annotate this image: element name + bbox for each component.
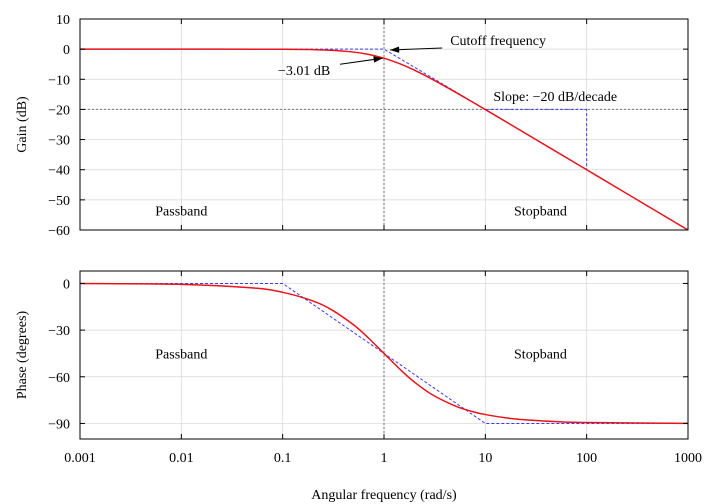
gain-series-magnitude <box>80 48 688 230</box>
x-tick-label: 1000 <box>674 451 702 466</box>
phase-panel: 0 −30 −60 −90 0.001 0.01 0.1 1 10 100 1000 Phase (d… <box>15 270 702 466</box>
x-tick-label: 0.1 <box>274 451 292 466</box>
y-tick-label: −30 <box>48 134 70 149</box>
annotation-arrowhead-minus3db <box>373 56 383 63</box>
phase-series-phase <box>80 282 688 425</box>
y-tick-label: −60 <box>48 224 70 239</box>
x-tick-label: 0.001 <box>64 451 96 466</box>
y-tick-label: −10 <box>48 73 70 88</box>
y-tick-label: 0 <box>63 43 70 58</box>
y-tick-label: −50 <box>48 194 70 209</box>
region-label-stopband: Stopband <box>514 347 567 362</box>
y-tick-label: −60 <box>48 371 70 386</box>
x-tick-label: 10 <box>478 451 492 466</box>
annotation-arrowhead-cutoff <box>390 46 400 53</box>
annotation-cutoff: Cutoff frequency <box>450 34 546 49</box>
x-axis-title: Angular frequency (rad/s) <box>311 488 457 503</box>
slope-triangle <box>485 108 588 170</box>
x-tick-label: 100 <box>576 451 597 466</box>
y-tick-label: −20 <box>48 103 70 118</box>
annotation-slope: Slope: −20 dB/decade <box>493 90 617 105</box>
phase-y-axis-title: Phase (degrees) <box>15 311 30 400</box>
region-label-stopband: Stopband <box>514 204 567 219</box>
y-tick-label: 10 <box>56 13 70 28</box>
x-tick-label: 1 <box>381 451 388 466</box>
x-tick-label: 0.01 <box>169 451 194 466</box>
y-tick-label: −40 <box>48 164 70 179</box>
gain-panel: 10 0 −10 −20 −30 −40 −50 −60 Gain (dB) Passband St… <box>15 13 689 239</box>
y-tick-label: 0 <box>63 277 70 292</box>
gain-y-axis-title: Gain (dB) <box>15 96 30 153</box>
y-tick-label: −30 <box>48 324 70 339</box>
y-tick-label: −90 <box>48 417 70 432</box>
region-label-passband: Passband <box>155 204 207 219</box>
annotation-minus3db: −3.01 dB <box>278 64 330 79</box>
region-label-passband: Passband <box>155 347 207 362</box>
